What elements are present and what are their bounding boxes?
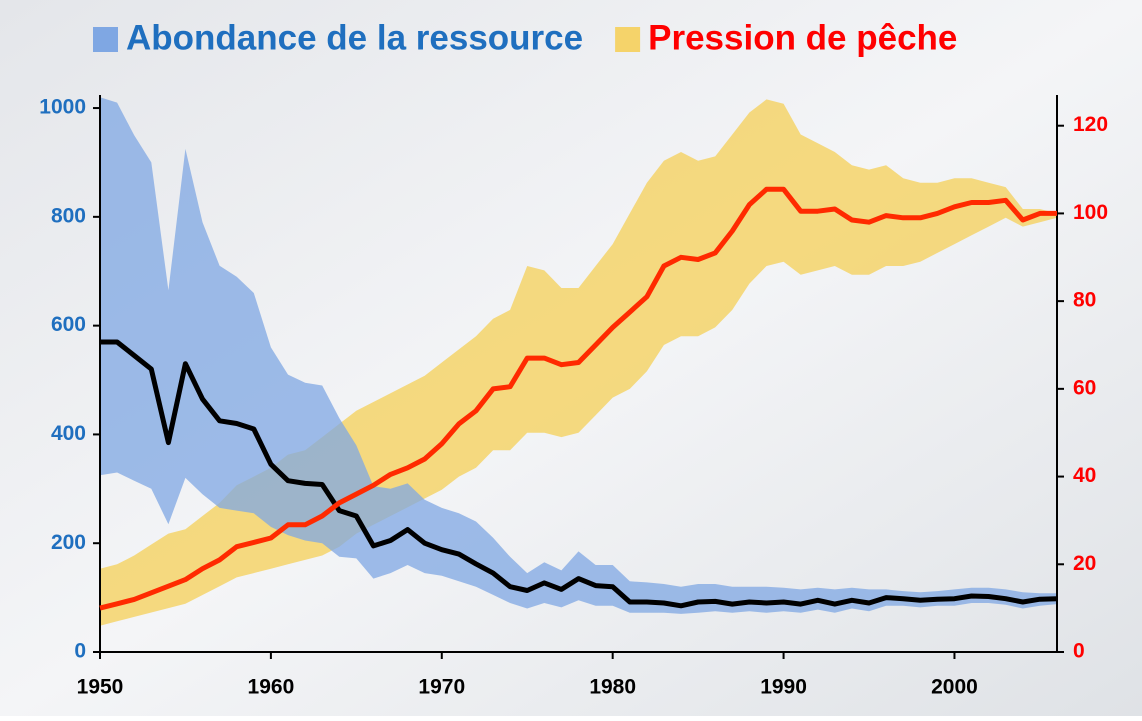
y-tick-label: 400 (51, 422, 86, 445)
y-tick-label: 0 (74, 640, 86, 663)
legend-label: Pression de pêche (648, 18, 957, 57)
x-tick-label: 1950 (77, 676, 124, 699)
y2-tick-label: 0 (1073, 640, 1085, 663)
legend-swatch (93, 27, 118, 52)
confidence-band (100, 97, 1057, 614)
legend-swatch (615, 27, 641, 52)
y-tick-label: 800 (51, 204, 86, 227)
y2-tick-label: 40 (1073, 464, 1096, 487)
y2-tick-label: 20 (1073, 552, 1096, 575)
y-tick-label: 200 (51, 531, 86, 554)
y-tick-label: 600 (51, 313, 86, 336)
data-line (100, 339, 1058, 609)
x-tick-label: 1960 (248, 676, 295, 699)
x-tick-label: 1990 (760, 676, 807, 699)
y-tick-label: 1000 (39, 96, 86, 119)
y2-tick-label: 120 (1073, 113, 1108, 136)
y2-tick-label: 100 (1073, 201, 1108, 224)
y2-tick-label: 60 (1073, 376, 1096, 399)
data-line (99, 186, 1057, 611)
x-tick-label: 1970 (418, 676, 465, 699)
y2-tick-label: 80 (1073, 289, 1096, 312)
x-tick-label: 1980 (589, 676, 636, 699)
x-tick-label: 2000 (931, 676, 978, 699)
legend-label: Abondance de la ressource (126, 18, 583, 57)
